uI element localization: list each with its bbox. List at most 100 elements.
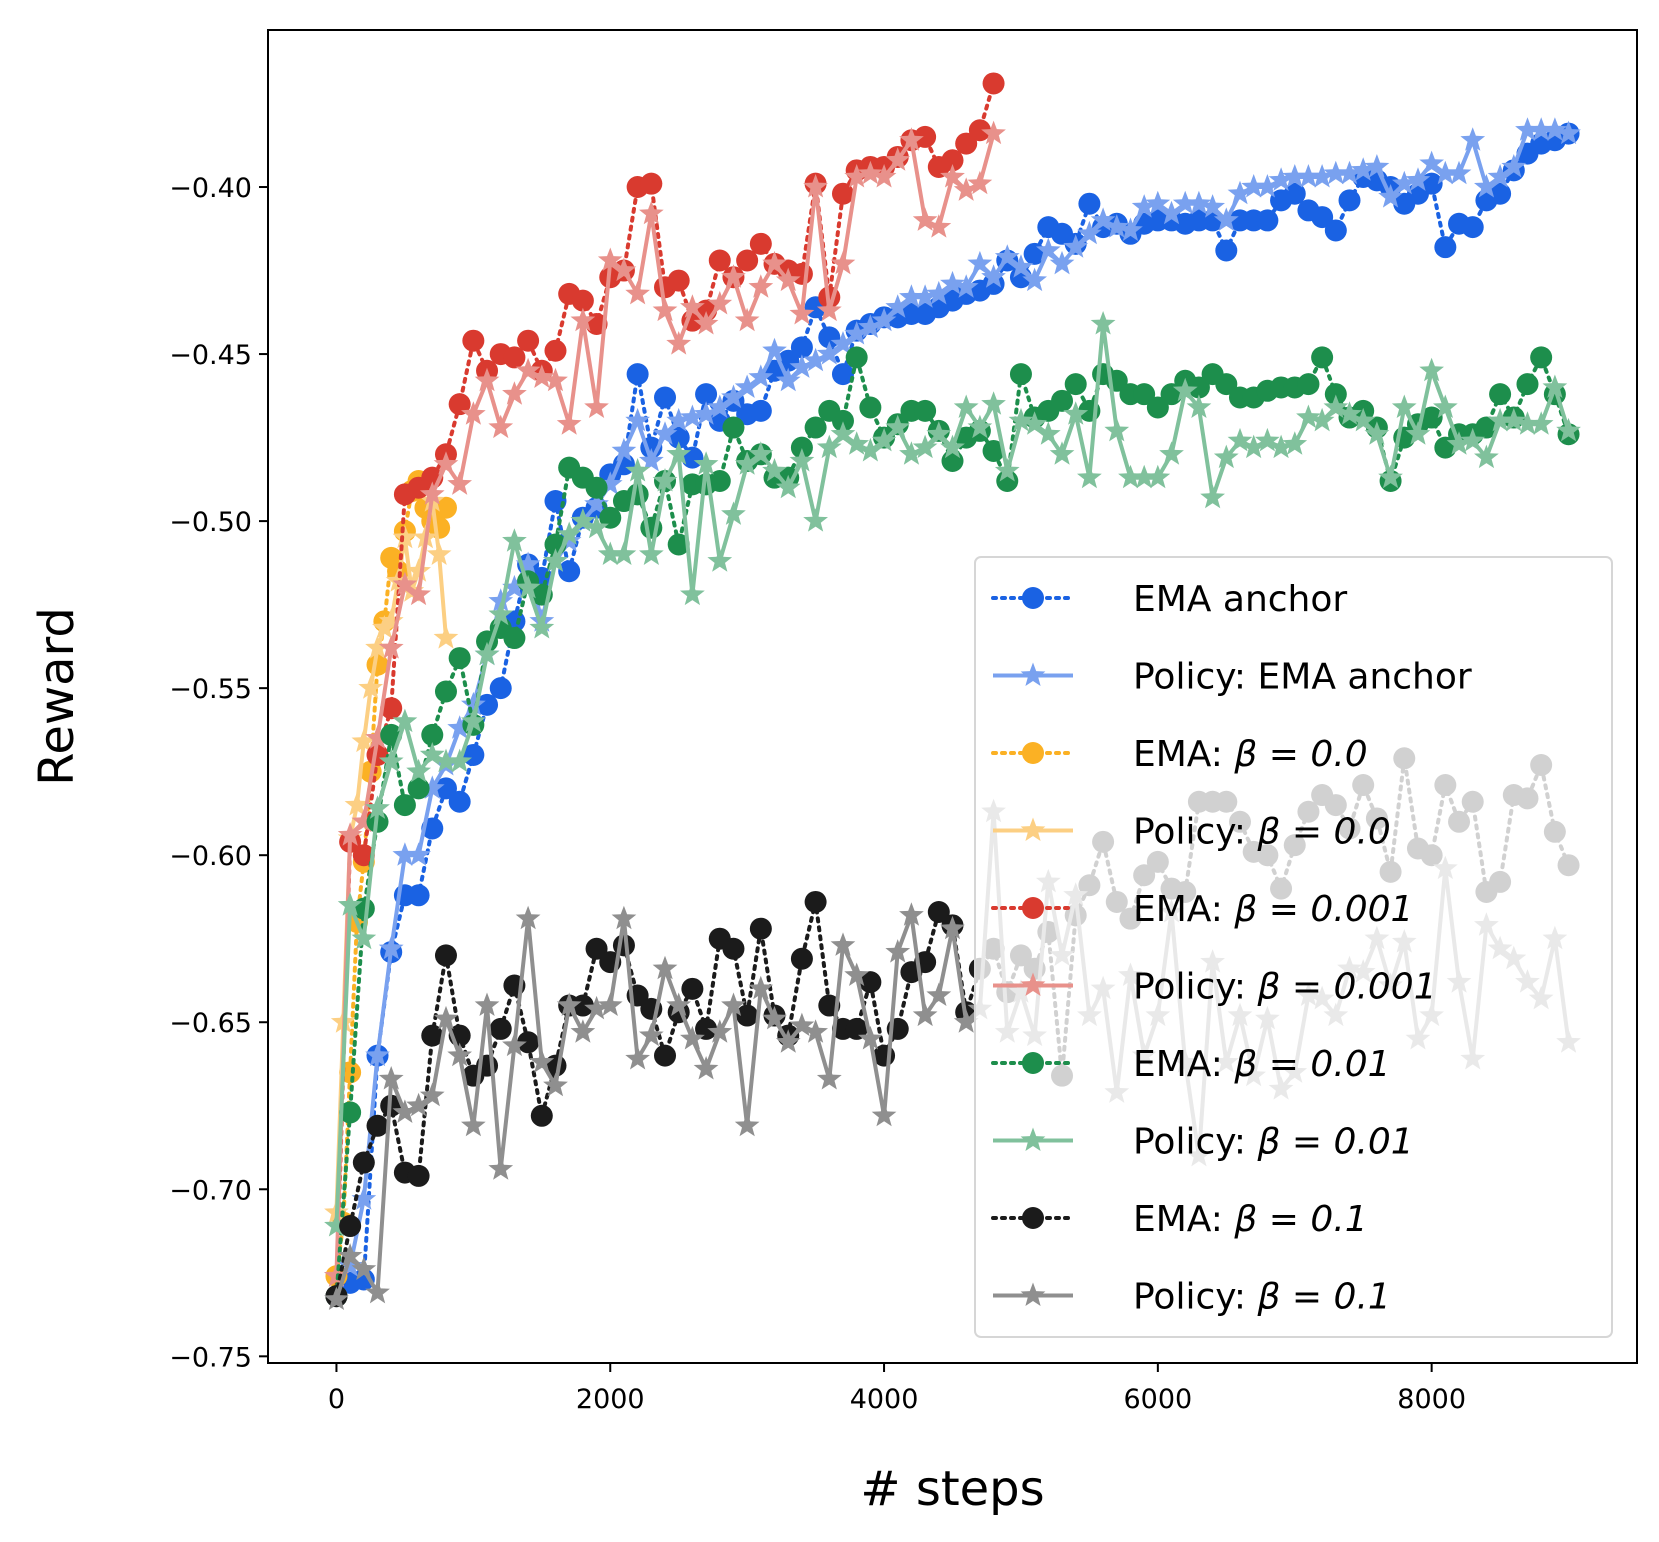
data-point-policy-ema-anchor: [789, 354, 815, 378]
data-point-ema-beta-0-01: [503, 627, 526, 650]
data-point-ema-beta-0-1: [790, 947, 813, 970]
data-point-policy-beta-0-001: [625, 280, 650, 305]
data-point-ema-beta-0-01: [434, 680, 457, 703]
data-point-ema-beta-0-1: [927, 900, 950, 923]
data-point-ema-beta-0-1: [489, 1017, 512, 1040]
data-point-ema-anchor: [695, 383, 718, 406]
data-point-ema-beta-0-1: [530, 1104, 553, 1127]
y-axis-ticks: −0.75 −0.70 −0.65 −0.60 −0.55 −0.50 −0.45 −0.40: [169, 173, 268, 1373]
data-point-policy-beta-0-01: [474, 641, 500, 666]
data-point-policy-beta-0-1: [816, 1066, 842, 1090]
data-point-policy-beta-0-001: [337, 822, 363, 846]
data-point-policy-beta-0-01: [1255, 427, 1280, 452]
data-point-policy-beta-0-01: [461, 708, 486, 733]
y-tick-label: −0.65: [169, 1008, 252, 1039]
legend-item-policy-beta-0-001: Policy: β = 0.001: [993, 967, 1437, 1008]
data-point-policy-beta-0-01: [899, 441, 924, 465]
data-point-policy-ema-anchor: [1077, 220, 1102, 245]
data-point-policy-beta-0-1: [803, 1019, 828, 1043]
data-point-ema-beta-0-01: [421, 723, 444, 746]
data-point-policy-beta-0-001: [351, 808, 377, 833]
series-policy-beta-0-01: [324, 311, 1581, 1237]
data-point-ema-beta-0-1: [585, 937, 608, 960]
plot-frame: [267, 29, 1638, 1364]
legend-label-math: β = 0.01: [1233, 1044, 1390, 1085]
data-point-ema-beta-0-01: [1146, 396, 1169, 419]
data-point-policy-beta-0-01: [858, 437, 883, 462]
data-point-ema-beta-0-001: [708, 249, 731, 272]
data-point-policy-beta-0-1: [461, 1112, 486, 1137]
data-point-policy-beta-0-001: [830, 250, 856, 275]
data-point-policy-beta-0-01: [789, 448, 815, 472]
data-point-policy-beta-0-01: [666, 441, 692, 465]
data-point-policy-ema-anchor: [1022, 267, 1047, 292]
legend-label-text: Policy:: [1133, 1277, 1258, 1318]
data-point-policy-beta-0-1: [419, 1082, 445, 1107]
legend-marker-ema-beta-0-001: [1022, 897, 1044, 919]
data-point-policy-beta-0-001: [502, 381, 527, 405]
data-point-policy-beta-0-01: [1049, 441, 1075, 465]
legend-item-ema-anchor: EMA anchor: [991, 579, 1347, 620]
data-point-policy-beta-0-1: [447, 1042, 472, 1067]
data-point-policy-beta-0-01: [1118, 464, 1143, 489]
data-point-policy-beta-0-01: [1528, 411, 1554, 435]
legend-label-math: β = 0.0: [1233, 734, 1367, 775]
data-point-policy-ema-anchor: [885, 294, 911, 318]
series-ema-beta-0-0: [325, 470, 457, 1288]
data-point-ema-beta-0-001: [968, 119, 991, 142]
data-point-policy-ema-anchor: [1337, 160, 1362, 185]
legend-item-ema-beta-0-01: EMA: β = 0.01: [991, 1044, 1391, 1085]
series-ema-beta-0-001: [325, 72, 1005, 1308]
data-point-policy-ema-anchor: [611, 437, 637, 462]
data-point-ema-beta-0-001: [982, 72, 1005, 95]
data-point-policy-beta-0-001: [693, 311, 719, 335]
data-point-policy-ema-anchor: [1350, 157, 1376, 181]
data-point-policy-beta-0-01: [1063, 401, 1089, 425]
data-point-ema-beta-0-1: [407, 1164, 430, 1187]
data-point-policy-beta-0-001: [652, 297, 678, 322]
data-point-policy-beta-0-001: [734, 307, 760, 332]
legend-label-ema-beta-0-1: EMA: β = 0.1: [1133, 1199, 1368, 1240]
data-point-ema-beta-0-1: [736, 1004, 759, 1027]
data-point-policy-beta-0-01: [378, 748, 404, 773]
data-point-policy-beta-0-001: [406, 581, 431, 606]
data-point-policy-beta-0-01: [1542, 374, 1568, 398]
data-point-policy-beta-0-001: [816, 297, 842, 322]
data-point-policy-beta-0-001: [584, 394, 609, 418]
data-point-ema-beta-0-01: [626, 483, 649, 506]
data-point-policy-beta-0-01: [1200, 484, 1225, 509]
data-point-ema-beta-0-1: [421, 1024, 444, 1047]
data-point-ema-beta-0-01: [1420, 406, 1443, 429]
x-axis-title: # steps: [860, 1461, 1044, 1517]
data-point-ema-beta-0-001: [736, 249, 759, 272]
data-point-ema-beta-0-01: [407, 777, 430, 800]
data-point-policy-beta-0-01: [940, 434, 965, 459]
data-point-policy-ema-anchor: [734, 374, 760, 398]
data-point-policy-beta-0-001: [365, 725, 390, 749]
data-point-ema-beta-0-001: [544, 339, 567, 362]
data-point-policy-ema-anchor: [392, 842, 418, 866]
data-point-ema-beta-0-01: [804, 416, 827, 439]
data-point-policy-beta-0-01: [529, 615, 555, 639]
legend-marker-policy-beta-0-0: [1020, 817, 1046, 841]
data-point-ema-beta-0-01: [1475, 416, 1498, 439]
data-point-ema-anchor: [1215, 239, 1238, 262]
data-point-policy-beta-0-001: [639, 200, 664, 225]
data-point-policy-beta-0-01: [639, 541, 664, 565]
data-point-policy-beta-0-01: [625, 458, 650, 482]
data-point-ema-beta-0-1: [517, 1031, 540, 1054]
data-point-policy-beta-0-01: [1378, 464, 1403, 489]
legend-label-policy-beta-0-01: Policy: β = 0.01: [1133, 1122, 1414, 1163]
data-point-policy-beta-0-001: [926, 214, 952, 238]
legend-label-text: EMA anchor: [1133, 579, 1347, 620]
data-point-policy-beta-0-1: [351, 1256, 377, 1280]
data-point-policy-beta-0-01: [1474, 444, 1499, 469]
data-point-policy-ema-anchor: [693, 401, 719, 425]
data-point-policy-beta-0-0: [378, 608, 404, 632]
data-point-policy-beta-0-001: [775, 267, 801, 292]
data-point-policy-ema-anchor: [378, 935, 404, 960]
data-point-ema-beta-0-01: [585, 476, 608, 499]
data-point-policy-beta-0-0: [365, 635, 390, 659]
data-point-ema-beta-0-1: [339, 1215, 362, 1238]
